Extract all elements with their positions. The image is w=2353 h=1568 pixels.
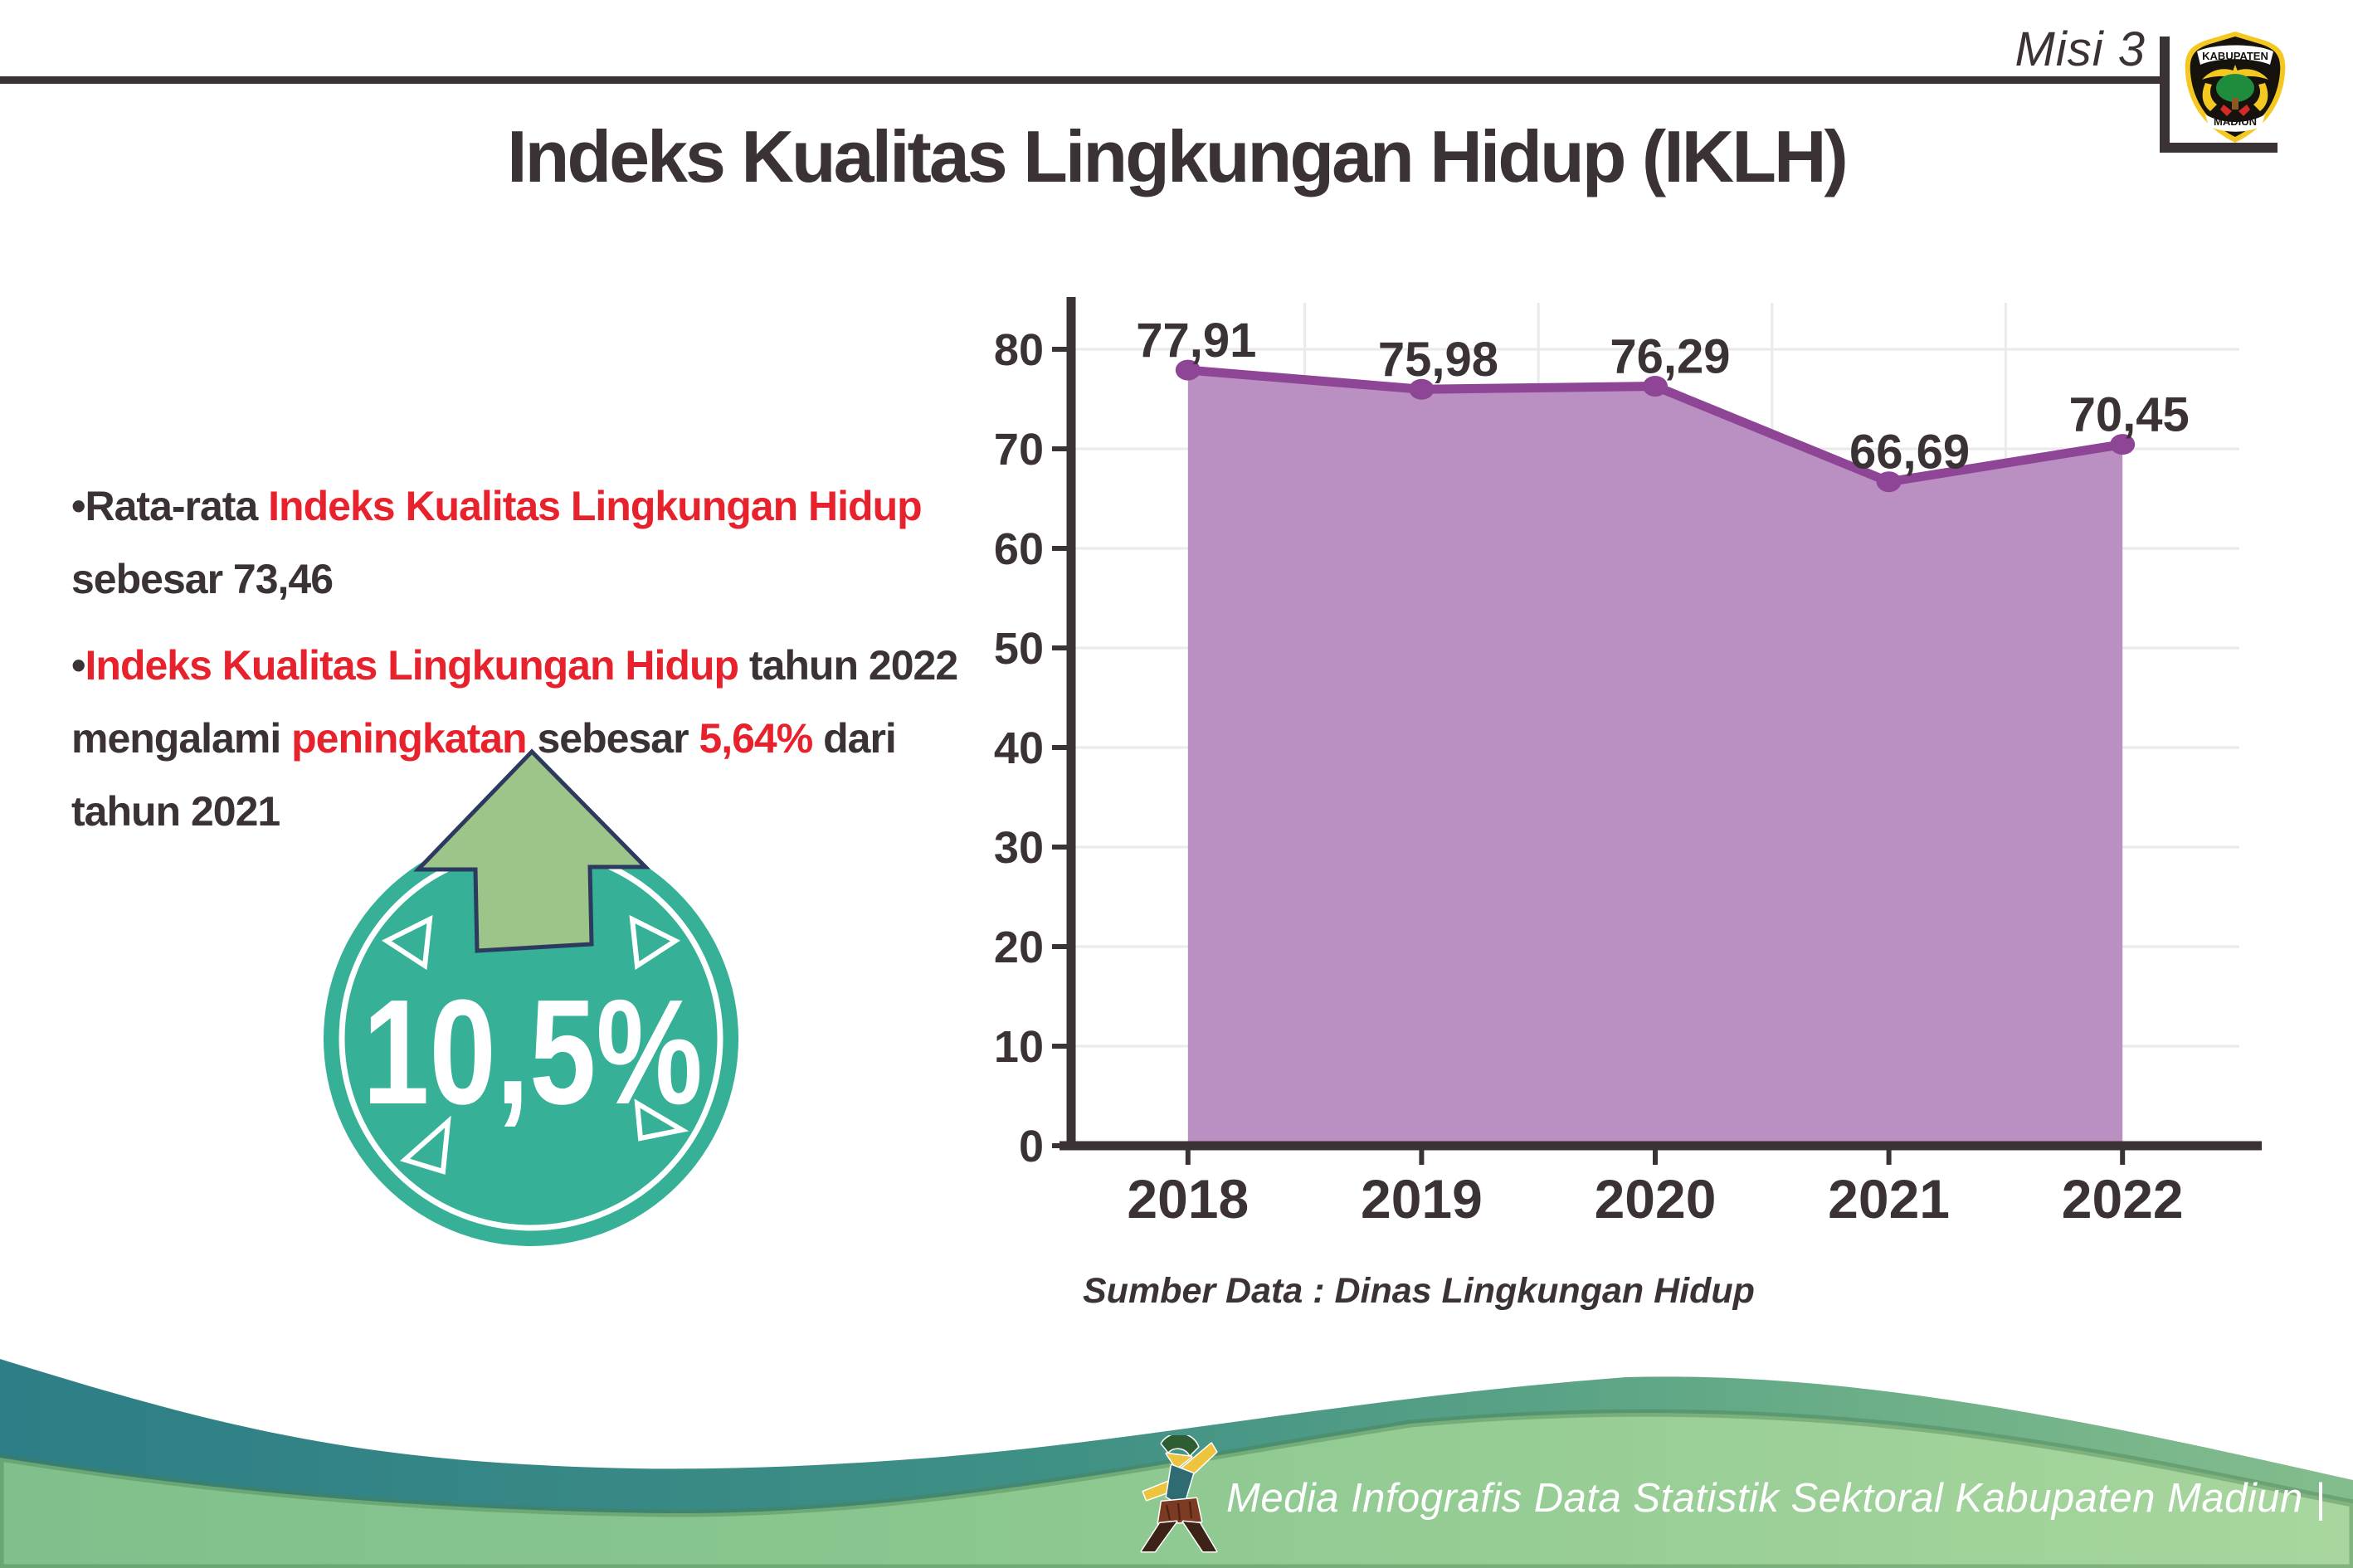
misi-label: Misi 3: [2014, 22, 2146, 76]
crest-top-text: KABUPATEN: [2202, 50, 2268, 62]
y-tick-label: 30: [994, 823, 1044, 873]
bullet1-value: sebesar 73,46: [71, 556, 334, 602]
data-label: 76,29: [1610, 330, 1730, 384]
page-title: Indeks Kualitas Lingkungan Hidup (IKLH): [507, 115, 1849, 197]
bullet2-text1: tahun 2022: [738, 642, 958, 689]
logo-bracket-vertical: [2160, 37, 2170, 153]
x-tick-label: 2020: [1595, 1168, 1717, 1230]
x-tick-label: 2019: [1361, 1168, 1483, 1230]
kabupaten-madiun-crest-icon: KABUPATEN MADIUN: [2185, 32, 2286, 143]
y-tick-label: 80: [994, 325, 1044, 375]
data-label: 70,45: [2069, 388, 2190, 442]
y-tick-label: 50: [994, 624, 1044, 674]
badge-triangle-icon: [399, 1115, 451, 1175]
bullet2-highlight3: 5,64%: [699, 715, 813, 762]
bullet2-text5: tahun 2021: [71, 788, 280, 835]
data-point: [1876, 471, 1902, 493]
data-label: 77,91: [1136, 314, 1256, 368]
x-tick-label: 2018: [1127, 1168, 1249, 1230]
logo-bracket-horizontal: [2160, 143, 2277, 153]
bullet1-highlight: Indeks Kualitas Lingkungan Hidup: [268, 483, 923, 529]
y-tick-label: 20: [994, 923, 1044, 972]
y-tick-label: 60: [994, 524, 1044, 574]
data-label: 75,98: [1378, 333, 1498, 387]
bullet2-highlight2: peningkatan: [291, 715, 527, 762]
bullet1-text: Rata-rata: [85, 483, 269, 529]
data-point: [1409, 378, 1435, 400]
y-tick-label: 10: [994, 1022, 1044, 1072]
chart-source-caption: Sumber Data : Dinas Lingkungan Hidup: [1083, 1271, 1755, 1311]
data-label: 66,69: [1849, 426, 1970, 480]
data-point: [1643, 376, 1668, 397]
footer-credit: Media Infografis Data Statistik Sektoral…: [1226, 1476, 2326, 1521]
crest-bottom-text: MADIUN: [2214, 115, 2257, 128]
bullet-increase-iklh: •Indeks Kualitas Lingkungan Hidup tahun …: [71, 629, 1050, 848]
top-rule: [0, 76, 2162, 84]
badge-triangle-icon: [634, 1098, 689, 1142]
bullet2-text4: dari: [812, 715, 897, 762]
y-tick-label: 70: [994, 425, 1044, 475]
bullet2-text2: mengalami: [71, 715, 292, 762]
data-point: [2110, 434, 2136, 455]
up-arrow-icon: [413, 748, 650, 953]
y-tick-label: 0: [1019, 1122, 1044, 1171]
increase-badge: 10,5%: [324, 748, 738, 1246]
bullet-marker: •: [71, 642, 85, 689]
bullet-average-iklh: •Rata-rata Indeks Kualitas Lingkungan Hi…: [71, 470, 1050, 616]
badge-value: 10,5%: [363, 969, 703, 1136]
iklh-area-chart: 0 10 20 30 40 50 60 70 80 2018 2019 2020 2021 2022 77,…: [994, 297, 2262, 1230]
badge-triangle-icon: [629, 914, 681, 971]
bullet2-highlight1: Indeks Kualitas Lingkungan Hidup: [85, 642, 740, 689]
area-series: [1187, 370, 2123, 1147]
x-tick-label: 2022: [2062, 1168, 2184, 1230]
bullet-marker: •: [71, 483, 85, 529]
y-tick-label: 40: [994, 723, 1044, 773]
dancer-mascot-icon: [1140, 1435, 1218, 1553]
data-point: [1175, 359, 1201, 381]
badge-triangle-icon: [381, 914, 433, 971]
x-tick-label: 2021: [1828, 1168, 1950, 1230]
bullet2-text3: sebesar: [526, 715, 699, 762]
